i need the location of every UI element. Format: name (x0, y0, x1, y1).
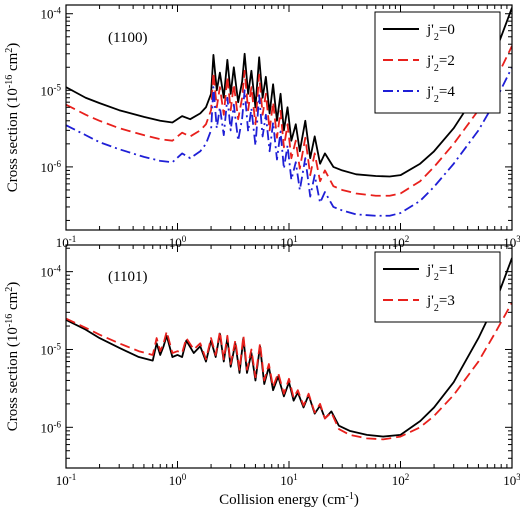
y-axis-title: Cross section (10-16 cm2) (4, 282, 22, 432)
chart-panel-2: 10-1 100 101 102 103 10-6 10-5 10-4 Cross sectio… (4, 244, 520, 508)
x-tick-label: 103 (503, 472, 520, 488)
x-tick-label: 101 (280, 472, 298, 488)
y-tick-label: 10-4 (41, 264, 62, 280)
legend-label: j'2=0 (426, 22, 455, 43)
y-tick-label: 10-6 (41, 419, 62, 435)
legend: j'2=0 j'2=2 j'2=4 (374, 11, 501, 114)
plot-frame (65, 244, 513, 469)
series-line-2 (66, 302, 512, 441)
legend-label: j'2=1 (426, 262, 455, 283)
legend-label: j'2=3 (426, 293, 455, 314)
legend: j'2=1 j'2=3 (374, 251, 501, 323)
x-tick-label: 102 (392, 472, 410, 488)
panel-label: (1101) (108, 269, 147, 285)
plot-frame (65, 4, 513, 231)
legend-box (374, 251, 501, 323)
series-line-1 (66, 7, 512, 178)
x-axis-title: Collision energy (cm-1) (219, 491, 359, 508)
panel-label: (1100) (108, 30, 147, 46)
legend-label: j'2=4 (426, 84, 455, 105)
series-line-3 (66, 66, 512, 217)
series-line-2 (66, 45, 512, 197)
x-tick-label: 100 (169, 472, 187, 488)
x-tick-label: 10-1 (56, 472, 77, 488)
y-tick-label: 10-5 (41, 341, 62, 357)
y-tick-label: 10-5 (41, 82, 62, 98)
legend-label: j'2=2 (426, 53, 455, 74)
y-tick-label: 10-6 (41, 159, 62, 175)
y-tick-label: 10-4 (41, 6, 62, 22)
y-axis-title: Cross section (10-16 cm2) (4, 43, 22, 193)
